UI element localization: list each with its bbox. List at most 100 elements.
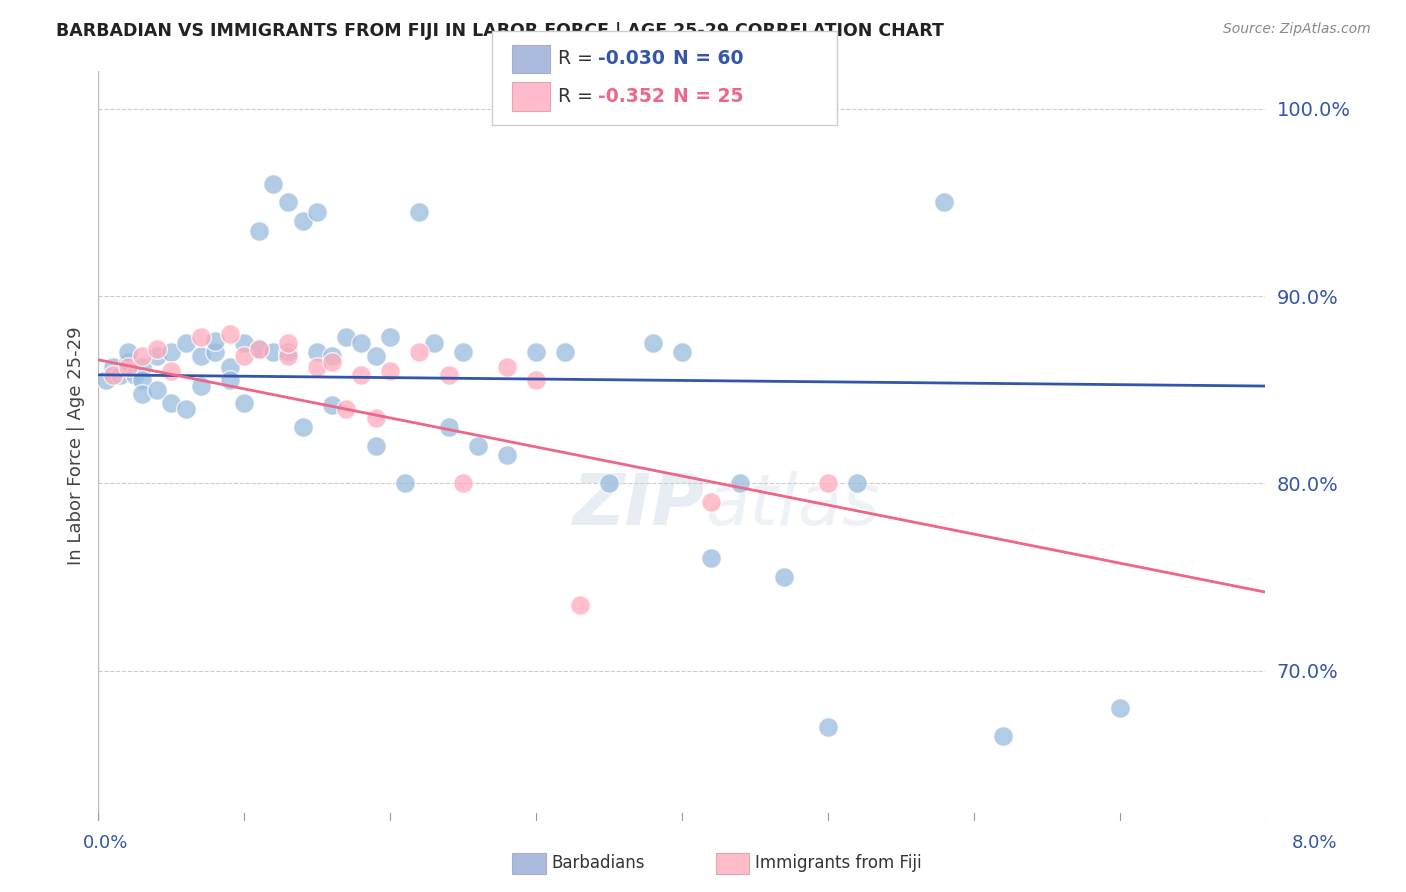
Point: [671, 345, 693, 359]
Y-axis label: In Labor Force | Age 25-29: In Labor Force | Age 25-29: [66, 326, 84, 566]
Point: [408, 205, 430, 219]
Point: [291, 214, 314, 228]
Point: [524, 374, 547, 388]
Point: [204, 334, 226, 348]
Point: [218, 360, 240, 375]
Text: 0.0%: 0.0%: [83, 834, 128, 852]
Point: [131, 360, 153, 375]
Point: [335, 401, 357, 416]
Point: [321, 398, 343, 412]
Point: [247, 342, 270, 356]
Point: [598, 476, 620, 491]
Text: N = 25: N = 25: [673, 87, 744, 106]
Point: [146, 383, 169, 397]
Point: [350, 368, 373, 382]
Point: [364, 439, 387, 453]
Point: [131, 349, 153, 363]
Text: R =: R =: [558, 49, 599, 69]
Point: [174, 401, 197, 416]
Text: BARBADIAN VS IMMIGRANTS FROM FIJI IN LABOR FORCE | AGE 25-29 CORRELATION CHART: BARBADIAN VS IMMIGRANTS FROM FIJI IN LAB…: [56, 22, 943, 40]
Point: [307, 205, 329, 219]
Point: [380, 364, 402, 378]
Point: [160, 396, 183, 410]
Text: atlas: atlas: [706, 472, 880, 541]
Point: [350, 336, 373, 351]
Point: [233, 396, 256, 410]
Point: [277, 349, 299, 363]
Point: [451, 476, 474, 491]
Point: [101, 368, 124, 382]
Point: [380, 330, 402, 344]
Point: [204, 345, 226, 359]
Point: [991, 730, 1014, 744]
Point: [110, 368, 132, 382]
Point: [524, 345, 547, 359]
Point: [262, 345, 284, 359]
Point: [467, 439, 489, 453]
Point: [408, 345, 430, 359]
Point: [1108, 701, 1130, 715]
Point: [700, 495, 723, 509]
Point: [262, 177, 284, 191]
Point: [364, 349, 387, 363]
Point: [307, 345, 329, 359]
Point: [233, 349, 256, 363]
Point: [845, 476, 868, 491]
Point: [817, 720, 839, 734]
Point: [190, 379, 212, 393]
Text: Source: ZipAtlas.com: Source: ZipAtlas.com: [1223, 22, 1371, 37]
Point: [437, 420, 460, 434]
Point: [394, 476, 416, 491]
Point: [94, 374, 117, 388]
Point: [233, 336, 256, 351]
Point: [218, 374, 240, 388]
Point: [218, 326, 240, 341]
Point: [568, 599, 591, 613]
Point: [277, 336, 299, 351]
Point: [247, 342, 270, 356]
Text: R =: R =: [558, 87, 599, 106]
Point: [277, 195, 299, 210]
Point: [934, 195, 956, 210]
Point: [321, 355, 343, 369]
Point: [117, 355, 139, 369]
Point: [160, 364, 183, 378]
Point: [496, 360, 519, 375]
Point: [131, 386, 153, 401]
Point: [146, 349, 169, 363]
Point: [773, 570, 796, 584]
Text: -0.352: -0.352: [598, 87, 665, 106]
Text: N = 60: N = 60: [673, 49, 744, 69]
Point: [700, 551, 723, 566]
Point: [451, 345, 474, 359]
Point: [641, 336, 664, 351]
Point: [423, 336, 446, 351]
Point: [124, 368, 146, 382]
Point: [247, 224, 270, 238]
Point: [146, 342, 169, 356]
Point: [730, 476, 752, 491]
Point: [364, 411, 387, 425]
Point: [554, 345, 576, 359]
Text: Barbadians: Barbadians: [551, 854, 645, 871]
Text: ZIP: ZIP: [574, 472, 706, 541]
Point: [291, 420, 314, 434]
Point: [335, 330, 357, 344]
Text: 8.0%: 8.0%: [1292, 834, 1337, 852]
Point: [174, 336, 197, 351]
Point: [437, 368, 460, 382]
Point: [117, 345, 139, 359]
Point: [101, 360, 124, 375]
Point: [117, 360, 139, 375]
Point: [277, 345, 299, 359]
Point: [321, 349, 343, 363]
Text: Immigrants from Fiji: Immigrants from Fiji: [755, 854, 922, 871]
Point: [160, 345, 183, 359]
Point: [190, 330, 212, 344]
Point: [817, 476, 839, 491]
Point: [131, 374, 153, 388]
Point: [496, 449, 519, 463]
Text: -0.030: -0.030: [598, 49, 665, 69]
Point: [307, 360, 329, 375]
Point: [190, 349, 212, 363]
